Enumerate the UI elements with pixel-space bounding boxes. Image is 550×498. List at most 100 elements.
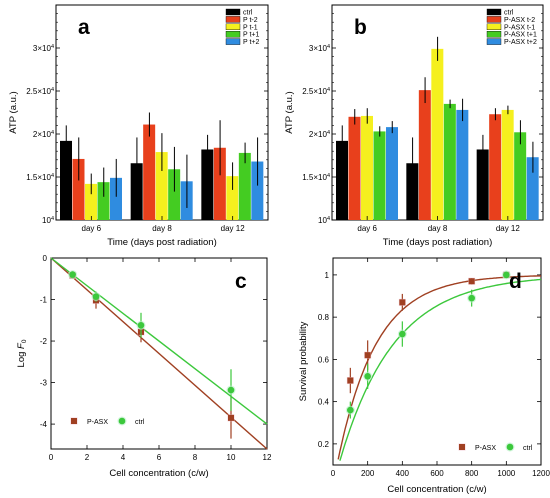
x-tick-label: 600 <box>430 469 444 478</box>
data-point <box>468 278 475 285</box>
y-tick-label: 3×104 <box>309 44 330 53</box>
legend-label: P-ASX t-1 <box>504 24 535 31</box>
x-tick-label: day 8 <box>428 224 448 233</box>
data-point <box>468 294 475 302</box>
x-tick-label: 12 <box>263 453 272 462</box>
data-point <box>399 330 406 338</box>
y-tick-label: 104 <box>42 216 54 225</box>
bar <box>406 163 419 220</box>
data-point <box>69 271 76 278</box>
fit-line <box>339 278 542 461</box>
y-axis-label: Survival probability <box>298 321 309 401</box>
data-point <box>364 372 371 380</box>
x-axis-label: Time (days post radiation) <box>383 237 492 248</box>
y-axis-label: ATP (a.u.) <box>284 91 295 133</box>
bar <box>348 116 361 220</box>
legend-swatch <box>486 38 502 45</box>
x-tick-label: 6 <box>157 453 162 462</box>
bar <box>514 132 527 220</box>
bar <box>143 124 156 220</box>
legend-label: P-ASX <box>475 445 496 452</box>
x-tick-label: day 12 <box>496 224 521 233</box>
data-point <box>137 321 145 329</box>
x-tick-label: 0 <box>331 469 336 478</box>
x-tick-label: 0 <box>49 453 54 462</box>
legend-swatch <box>486 23 502 30</box>
x-axis-label: Cell concentration (c/w) <box>387 484 486 495</box>
legend-label: ctrl <box>135 419 145 426</box>
data-point <box>71 418 77 424</box>
x-tick-label: 2 <box>85 453 90 462</box>
bar <box>168 169 181 220</box>
y-tick-label: 0.6 <box>318 355 330 364</box>
legend-label: P t-2 <box>243 17 258 24</box>
x-axis-label: Cell concentration (c/w) <box>109 468 208 479</box>
panel-letter: d <box>509 270 522 293</box>
y-axis-label: Log F0 <box>16 339 28 367</box>
bar <box>226 176 239 220</box>
data-point <box>118 417 126 425</box>
legend-label: P-ASX t-2 <box>504 17 535 24</box>
data-point <box>399 299 406 306</box>
legend-label: ctrl <box>504 10 514 17</box>
bar <box>336 140 348 220</box>
y-tick-label: 1.5×104 <box>302 173 330 182</box>
data-point <box>459 444 465 450</box>
bar <box>489 114 502 220</box>
y-tick-label: -1 <box>40 296 48 305</box>
y-tick-label: -3 <box>40 379 48 388</box>
y-tick-label: 104 <box>318 216 330 225</box>
y-tick-label: 3×104 <box>33 44 54 53</box>
x-tick-label: 200 <box>361 469 375 478</box>
bar <box>361 115 373 220</box>
bar <box>60 140 72 220</box>
y-tick-label: 0.4 <box>318 398 330 407</box>
legend-label: P-ASX t+2 <box>504 39 537 46</box>
y-axis-label: ATP (a.u.) <box>8 91 19 133</box>
bar <box>201 149 214 220</box>
legend-swatch <box>225 31 241 38</box>
x-tick-label: day 8 <box>152 224 172 233</box>
legend-swatch <box>486 16 502 23</box>
bar <box>155 152 168 220</box>
y-tick-label: 0.8 <box>318 313 330 322</box>
bar <box>431 48 444 220</box>
legend-swatch <box>486 8 502 16</box>
bar <box>130 163 143 220</box>
x-tick-label: 1000 <box>497 469 515 478</box>
legend-label: P t+1 <box>243 32 260 39</box>
legend-swatch <box>225 38 241 45</box>
bar <box>386 127 398 220</box>
bar <box>526 157 539 220</box>
y-tick-label: 2.5×104 <box>302 87 330 96</box>
legend-swatch <box>225 16 241 23</box>
y-tick-label: -2 <box>40 337 48 346</box>
bar <box>418 90 431 220</box>
panel-d: 0 200 400 600 800 1000 1200 0.2 0.4 0.6 0.8 1 Cell c… <box>298 257 550 495</box>
bar <box>97 182 110 220</box>
x-tick-label: 800 <box>465 469 479 478</box>
y-tick-label: 1.5×104 <box>26 173 54 182</box>
data-point <box>228 414 234 421</box>
panel-letter: a <box>78 16 90 39</box>
x-axis-label: Time (days post radiation) <box>107 237 216 248</box>
x-tick-label: day 12 <box>221 224 246 233</box>
data-point <box>364 352 371 359</box>
bar <box>476 149 489 220</box>
y-tick-label: 0.2 <box>318 440 330 449</box>
legend-label: P-ASX <box>87 419 108 426</box>
data-point <box>92 293 100 300</box>
panel-letter: c <box>235 270 247 293</box>
x-tick-label: 400 <box>396 469 410 478</box>
x-tick-label: 8 <box>193 453 198 462</box>
legend-label: P-ASX t+1 <box>504 32 537 39</box>
bar <box>238 152 251 220</box>
bar <box>251 161 264 220</box>
panel-b: 104 1.5×104 2×104 2.5×104 3×104 day 6 day 8 day… <box>284 4 544 248</box>
y-tick-label: 2×104 <box>33 130 54 139</box>
legend-swatch <box>486 31 502 38</box>
bar <box>373 131 386 220</box>
y-tick-label: 2.5×104 <box>26 87 54 96</box>
bar <box>213 147 226 220</box>
bar <box>72 158 85 220</box>
